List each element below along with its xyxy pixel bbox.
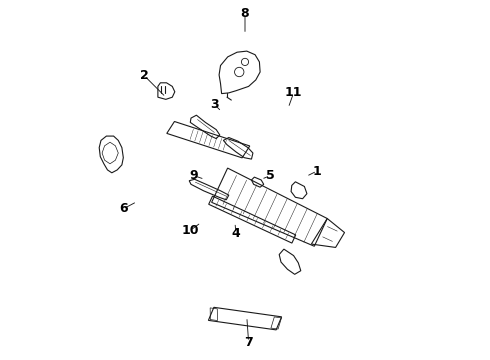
Text: 11: 11: [285, 86, 302, 99]
Text: 2: 2: [140, 69, 148, 82]
Text: 6: 6: [119, 202, 127, 215]
Text: 8: 8: [241, 7, 249, 20]
Text: 3: 3: [210, 98, 219, 111]
Text: 7: 7: [244, 336, 253, 348]
Text: 5: 5: [266, 169, 274, 182]
Text: 4: 4: [232, 227, 241, 240]
Text: 9: 9: [190, 169, 198, 182]
Text: 1: 1: [313, 165, 321, 177]
Text: 10: 10: [181, 224, 199, 237]
